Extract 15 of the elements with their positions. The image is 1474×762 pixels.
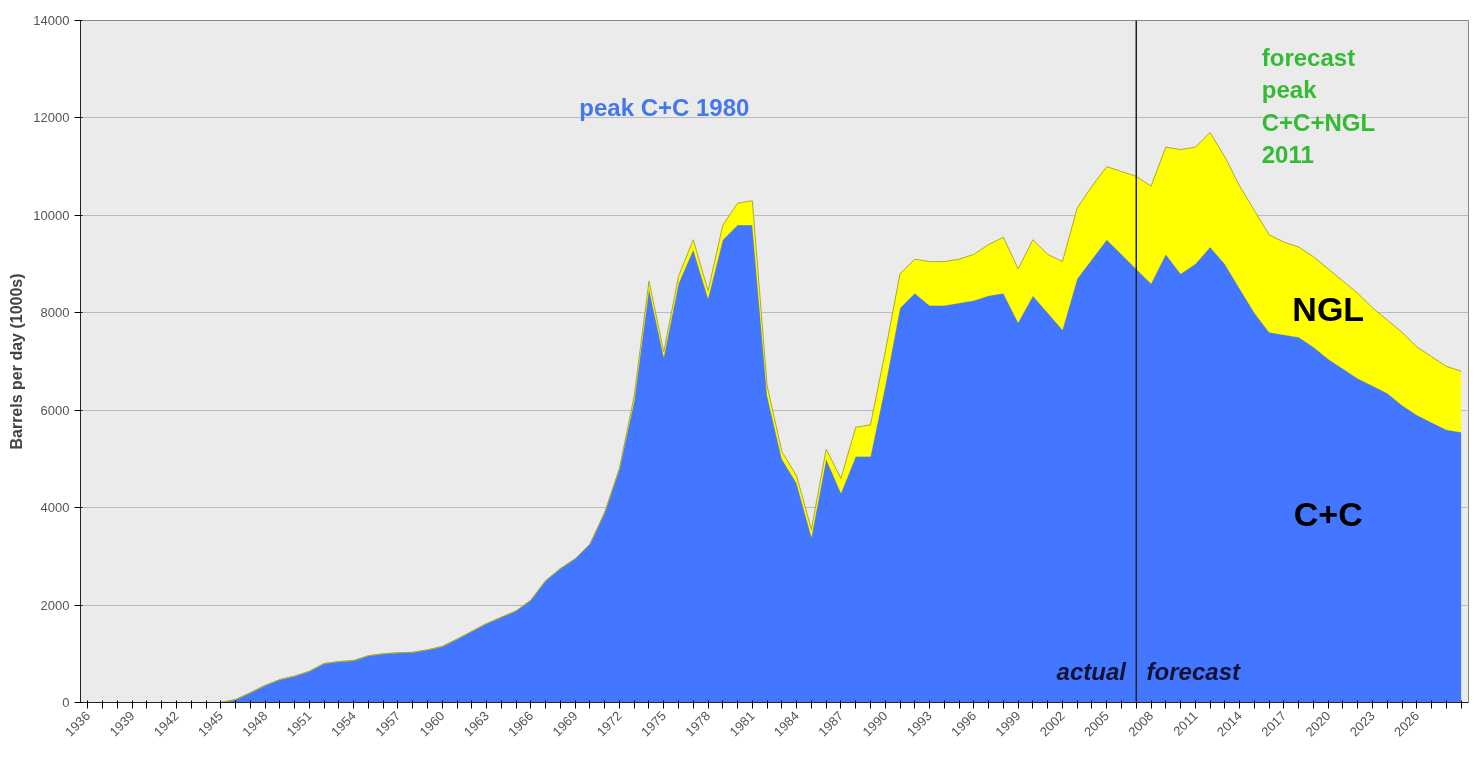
annotation: peak C+C 1980 bbox=[579, 94, 750, 122]
annotation: forecast bbox=[1146, 657, 1241, 685]
y-tick-label: 0 bbox=[62, 695, 70, 710]
y-tick-label: 14000 bbox=[33, 13, 70, 28]
series-label: NGL bbox=[1292, 290, 1365, 329]
y-tick-label: 12000 bbox=[33, 110, 70, 126]
annotation: actual bbox=[1056, 657, 1128, 685]
y-tick-label: 10000 bbox=[33, 207, 70, 223]
y-tick-label: 4000 bbox=[40, 500, 70, 516]
series-label: C+C bbox=[1293, 494, 1363, 533]
y-tick-label: 2000 bbox=[40, 597, 70, 613]
annotation: forecast peak C+C+NGL 2011 bbox=[1261, 43, 1376, 169]
y-axis-title: Barrels per day (1000s) bbox=[8, 273, 26, 450]
y-tick-label: 6000 bbox=[40, 402, 70, 418]
y-tick-label: 8000 bbox=[40, 305, 70, 321]
